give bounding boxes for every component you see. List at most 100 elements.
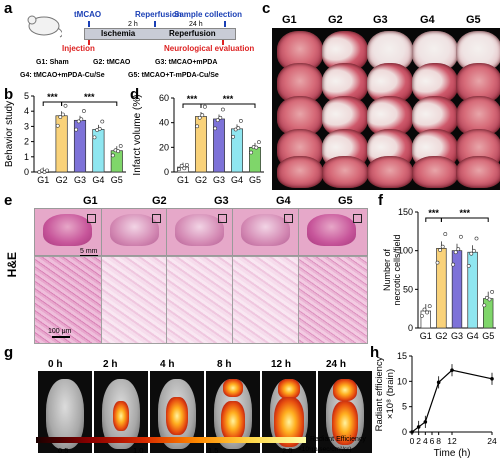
data-point [420,313,424,318]
data-point [182,166,187,171]
he-label: H&E [5,252,19,278]
y-tick-label: 5 [24,91,29,101]
data-point [427,304,432,309]
ttc-grid [272,28,500,190]
panel-label-e: e [4,192,13,209]
timeline-sample: Sample collection [174,10,243,19]
timeline-reperfusion-bar: Reperfusion [169,29,216,38]
y-axis-label: Radiant efficiency [374,356,385,431]
y-tick-label: 40 [159,118,169,128]
data-point [116,149,121,154]
data-point [100,119,105,124]
series-point [410,430,414,434]
data-point [221,107,225,112]
panel-a-schematic: tMCAO Reperfusion Sample collection 2 h … [0,0,255,85]
y-tick-label: 20 [159,142,169,152]
x-tick-label: G5 [482,331,494,341]
data-point [440,244,445,249]
x-tick-label: 6 [430,436,435,446]
ttc-header-g5: G5 [466,14,481,26]
y-tick-label: 150 [398,207,413,217]
ivis-colorbar [36,437,306,443]
sig-bracket-1 [182,103,202,108]
sig-bracket-2 [61,101,118,106]
colorbar-unit: ×10⁸(p/sec/cm²/sr) [298,446,352,453]
ttc-header-g4: G4 [420,14,435,26]
data-point [422,307,427,312]
he-macro-g3 [166,208,233,256]
injection-tick [88,40,90,45]
ivis-time-12: 12 h [271,359,292,370]
data-point [231,134,236,139]
data-point [61,112,65,117]
y-axis-label: ×10⁸ (brain) [385,369,396,419]
he-micro-g2 [101,256,167,344]
x-tick-label: 8 [436,436,441,446]
sig-bracket-2 [200,103,256,108]
data-point [254,145,259,150]
sig-bracket-1 [42,101,63,106]
timeline-bar: Ischemia Reperfusion [84,28,236,40]
y-tick-label: 15 [397,351,407,361]
data-point [111,153,115,158]
panel-label-f: f [378,192,383,209]
series-point [490,377,494,381]
he-scalebar-5mm [80,255,98,257]
y-axis-label: Behavior study [4,101,15,167]
panel-e-he: G1 G2 G3 G4 G5 H&E 5 mm 100 μm [0,192,380,344]
y-tick-label: 3 [24,121,29,131]
data-point [118,144,123,148]
sig-label-2: *** [223,94,234,104]
sig-label-2: *** [460,208,471,218]
y-tick-label: 4 [24,106,29,116]
colorbar-tick-4: 2.0 [282,446,293,455]
sig-bracket-2 [440,217,489,222]
timeline-injection: Injection [62,44,95,53]
timeline-reperfusion-top: Reperfusion [135,10,182,19]
mouse-icon [27,15,62,38]
y-tick-label: 50 [403,284,413,294]
y-tick-label: 60 [159,93,169,103]
panel-c-ttc: G1 G2 G3 G4 G5 [272,14,500,192]
panel-label-h: h [370,344,380,361]
he-macro-g4 [232,208,299,256]
panel-label-c: c [262,0,271,17]
data-point [453,250,458,255]
x-tick-label: G4 [231,175,243,185]
data-point [485,295,489,300]
he-scalebar-100um [52,336,70,338]
data-point [435,260,440,265]
ivis-image-24h [318,371,372,453]
y-tick-label: 0 [408,323,413,333]
timeline-tmcao: tMCAO [74,10,102,19]
data-point [236,126,241,131]
data-point [249,150,254,155]
data-point [45,168,50,173]
x-tick-label: 24 [487,436,497,446]
sig-label-1: *** [187,94,198,104]
he-micro-g1 [34,256,102,344]
y-axis-label: Number of [382,249,392,292]
ttc-header-g3: G3 [373,14,388,26]
necrosis-chart: 0 50 100 150 G1 G2 G3 G4 G5 *** *** Number of necrot… [382,207,496,341]
x-tick-label: G5 [111,175,123,185]
data-point [466,264,471,268]
data-point [92,135,97,140]
data-point [197,115,202,120]
data-point [451,262,456,267]
data-point [443,232,448,236]
legend-g1: G1: Sham [36,59,69,66]
data-point [177,167,182,172]
panel-label-a: a [4,0,13,17]
x-tick-label: 12 [447,436,457,446]
x-tick-label: 0 [410,436,415,446]
legend-g2: G2: tMCAO [93,59,131,66]
y-tick-label: 0 [24,167,29,177]
data-point [55,123,60,128]
colorbar-tick-1: 0.5 [58,446,69,455]
data-point [487,297,492,302]
data-point [97,126,102,131]
he-macro-g1 [34,208,102,256]
data-point [239,118,243,123]
